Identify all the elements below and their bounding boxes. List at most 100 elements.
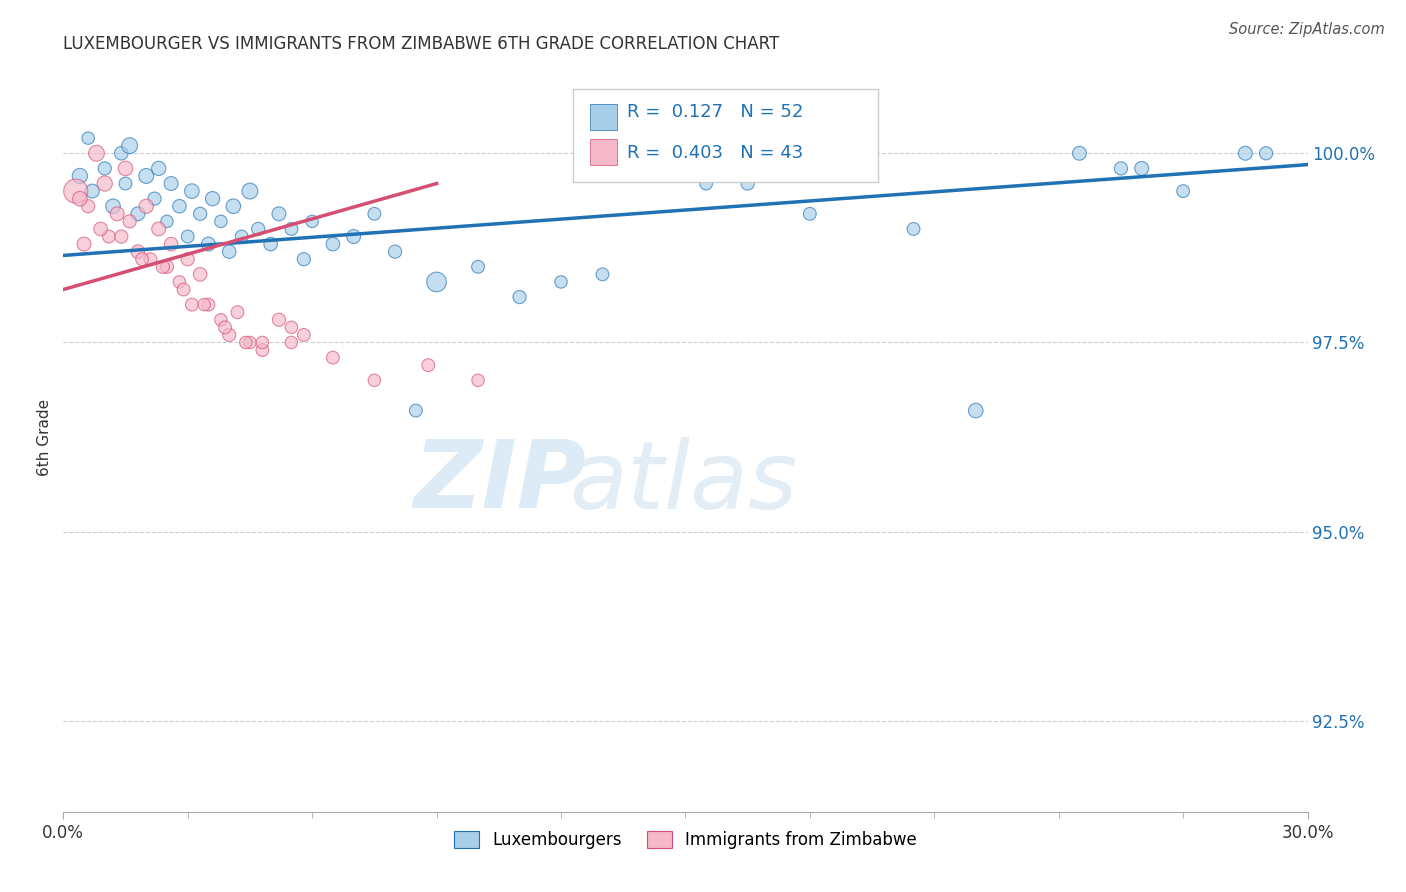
Text: atlas: atlas — [569, 436, 797, 527]
Point — [425, 275, 447, 289]
Point — [152, 260, 174, 274]
Point — [280, 335, 302, 350]
Point — [148, 222, 170, 236]
Point — [267, 207, 290, 221]
Point — [322, 237, 344, 252]
Point — [280, 320, 302, 334]
Point — [965, 403, 987, 417]
Point — [90, 222, 112, 236]
Point — [280, 222, 302, 236]
Point — [384, 244, 406, 259]
Point — [214, 320, 236, 334]
Point — [118, 138, 141, 153]
Point — [218, 244, 240, 259]
Text: R =  0.403   N = 43: R = 0.403 N = 43 — [627, 144, 803, 161]
Point — [127, 207, 149, 221]
Point — [695, 177, 717, 191]
Point — [231, 229, 253, 244]
Point — [322, 351, 344, 365]
Point — [737, 177, 759, 191]
FancyBboxPatch shape — [589, 103, 617, 130]
Point — [160, 177, 183, 191]
Point — [180, 184, 202, 198]
Point — [239, 335, 262, 350]
Y-axis label: 6th Grade: 6th Grade — [37, 399, 52, 475]
Point — [226, 305, 249, 319]
Point — [343, 229, 366, 244]
Point — [101, 199, 124, 213]
Point — [1173, 184, 1195, 198]
Point — [143, 192, 166, 206]
Text: Source: ZipAtlas.com: Source: ZipAtlas.com — [1229, 22, 1385, 37]
Point — [1069, 146, 1091, 161]
Point — [252, 343, 274, 357]
Point — [169, 275, 191, 289]
Point — [73, 237, 96, 252]
FancyBboxPatch shape — [574, 88, 879, 182]
Point — [69, 192, 91, 206]
Text: R =  0.127   N = 52: R = 0.127 N = 52 — [627, 103, 803, 121]
Point — [177, 252, 200, 267]
Point — [127, 244, 149, 259]
Point — [105, 207, 128, 221]
Point — [160, 237, 183, 252]
Point — [1109, 161, 1132, 176]
Point — [114, 161, 136, 176]
Point — [65, 184, 87, 198]
Point — [467, 260, 489, 274]
Point — [177, 229, 200, 244]
Point — [247, 222, 270, 236]
Point — [197, 237, 219, 252]
Point — [799, 207, 821, 221]
Point — [235, 335, 257, 350]
Point — [93, 177, 115, 191]
Point — [188, 268, 211, 282]
Point — [592, 268, 614, 282]
Point — [363, 373, 385, 387]
Point — [267, 312, 290, 326]
Point — [405, 403, 427, 417]
Point — [118, 214, 141, 228]
Point — [173, 283, 195, 297]
Point — [209, 214, 232, 228]
Point — [86, 146, 108, 161]
Point — [69, 169, 91, 183]
Text: ZIP: ZIP — [413, 436, 586, 528]
Point — [1256, 146, 1278, 161]
Point — [201, 192, 224, 206]
Point — [110, 146, 132, 161]
Point — [114, 177, 136, 191]
Point — [180, 298, 202, 312]
Point — [252, 335, 274, 350]
Point — [292, 252, 315, 267]
Legend: Luxembourgers, Immigrants from Zimbabwe: Luxembourgers, Immigrants from Zimbabwe — [447, 824, 924, 855]
Point — [77, 199, 100, 213]
Point — [77, 131, 100, 145]
Point — [418, 358, 440, 372]
Point — [139, 252, 162, 267]
Point — [209, 312, 232, 326]
Point — [131, 252, 153, 267]
Point — [93, 161, 115, 176]
Text: LUXEMBOURGER VS IMMIGRANTS FROM ZIMBABWE 6TH GRADE CORRELATION CHART: LUXEMBOURGER VS IMMIGRANTS FROM ZIMBABWE… — [63, 35, 779, 53]
Point — [148, 161, 170, 176]
Point — [188, 207, 211, 221]
Point — [1234, 146, 1257, 161]
Point — [222, 199, 245, 213]
Point — [903, 222, 925, 236]
Point — [156, 260, 179, 274]
Point — [156, 214, 179, 228]
Point — [193, 298, 215, 312]
Point — [363, 207, 385, 221]
Point — [135, 169, 157, 183]
Point — [467, 373, 489, 387]
Point — [197, 298, 219, 312]
Point — [292, 327, 315, 342]
Point — [110, 229, 132, 244]
Point — [135, 199, 157, 213]
FancyBboxPatch shape — [589, 139, 617, 165]
Point — [218, 327, 240, 342]
Point — [97, 229, 120, 244]
Point — [169, 199, 191, 213]
Point — [550, 275, 572, 289]
